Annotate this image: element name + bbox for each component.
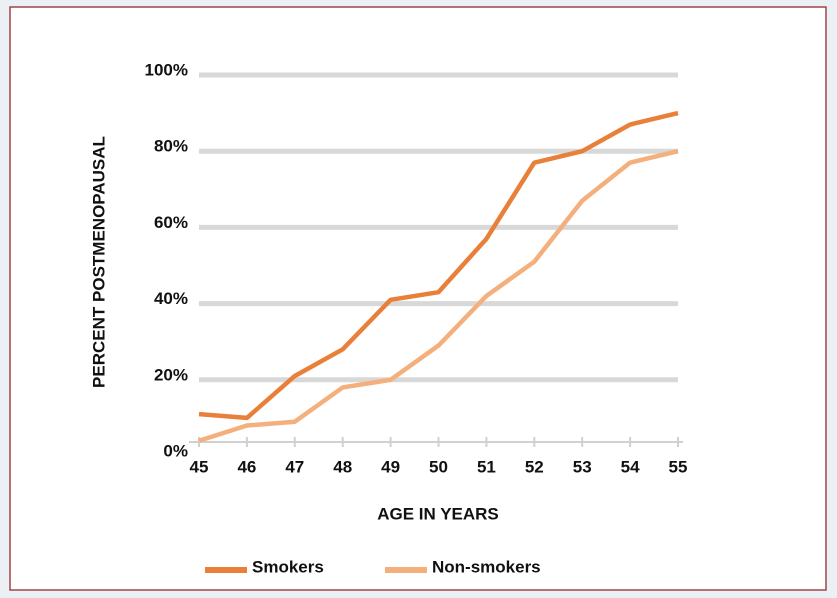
x-tick-label: 50 — [429, 457, 448, 476]
y-tick-label: 80% — [154, 137, 188, 156]
y-tick-label: 40% — [154, 289, 188, 308]
y-axis-label: PERCENT POSTMENOPAUSAL — [89, 136, 108, 388]
x-tick-label: 51 — [477, 457, 496, 476]
x-tick-label: 52 — [525, 457, 544, 476]
chart-frame — [9, 6, 827, 591]
y-tick-label: 0% — [163, 441, 188, 460]
y-tick-label: 60% — [154, 213, 188, 232]
x-tick-label: 46 — [237, 457, 256, 476]
x-tick-label: 45 — [190, 457, 209, 476]
series-line — [198, 149, 679, 443]
x-tick-label: 54 — [621, 457, 640, 476]
legend-label: Non-smokers — [432, 557, 541, 576]
y-tick-label: 20% — [154, 365, 188, 384]
x-axis-label: AGE IN YEARS — [377, 504, 499, 523]
x-tick-label: 49 — [381, 457, 400, 476]
x-tick-label: 48 — [333, 457, 352, 476]
legend-label: Smokers — [252, 557, 324, 576]
x-tick-label: 55 — [669, 457, 688, 476]
y-tick-label: 100% — [145, 60, 188, 79]
x-tick-label: 53 — [573, 457, 592, 476]
x-tick-label: 47 — [285, 457, 304, 476]
series-line — [198, 110, 679, 421]
